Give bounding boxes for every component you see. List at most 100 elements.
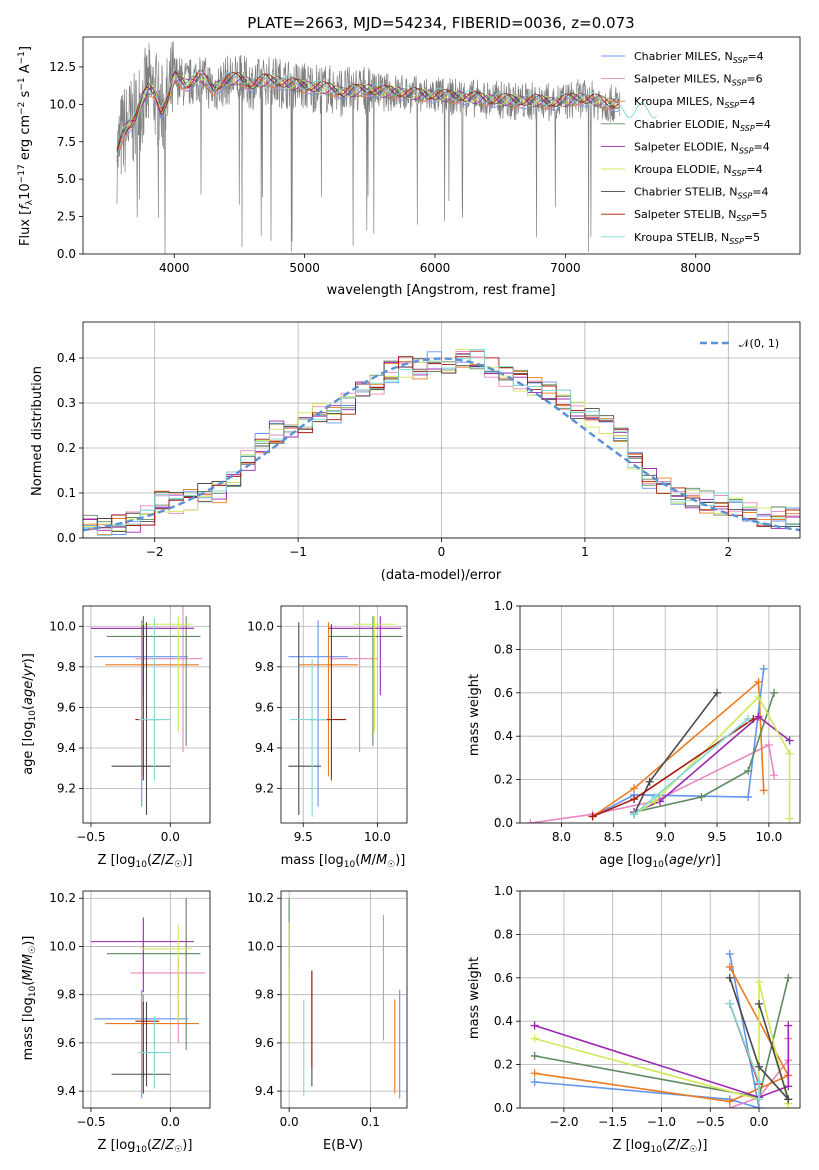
x-tick-label: 8000 — [680, 261, 711, 275]
x-tick-label: 9.0 — [656, 830, 675, 844]
weight-vs-age-panel: 8.0 8.5 9.0 9.5 10.0 0.0 0.2 0.4 0.6 0.8 1.0 — [494, 599, 801, 844]
error-bar — [135, 1001, 160, 1094]
axes-frame — [280, 890, 408, 1109]
weight-marker — [785, 736, 794, 745]
y-tick-label: 1.0 — [494, 599, 513, 613]
weight-age-ylabel: mass weight — [467, 674, 482, 756]
legend-label: Salpeter ELODIE, NSSP=4 — [634, 140, 770, 155]
x-tick-label: 0.1 — [361, 1115, 380, 1129]
error-bar — [135, 624, 160, 781]
model-spectrum — [116, 75, 620, 162]
y-tick-label: 9.4 — [57, 1084, 76, 1098]
legend-label: Salpeter MILES, NSSP=6 — [634, 73, 763, 88]
x-tick-label: −2.0 — [549, 1115, 578, 1129]
x-tick-label: −0.5 — [76, 830, 105, 844]
weight-marker — [759, 786, 768, 795]
plot-area — [530, 949, 793, 1108]
y-tick-label: 0.6 — [494, 686, 513, 700]
x-tick-label: 1 — [581, 545, 589, 559]
y-tick-label: 9.8 — [57, 660, 76, 674]
age-vs-metallicity-panel: −0.5 0.0 9.2 9.4 9.6 9.8 10.0 — [49, 605, 211, 844]
axes-frame — [82, 605, 211, 824]
model-spectrum — [116, 73, 620, 152]
error-bar — [353, 616, 396, 732]
model-spectrum-tail — [617, 102, 657, 119]
legend-label: Kroupa ELODIE, NSSP=4 — [634, 163, 763, 178]
y-tick-label: 9.2 — [57, 782, 76, 796]
error-bar — [138, 1016, 171, 1089]
x-tick-label: 5000 — [289, 261, 320, 275]
weight-line — [534, 953, 760, 1108]
y-tick-label: 9.4 — [255, 1084, 274, 1098]
y-tick-label: 0.4 — [494, 729, 513, 743]
error-bar — [140, 616, 193, 732]
age-vs-mass-panel: 9.5 10.0 9.2 9.4 9.6 9.8 10.0 — [247, 605, 408, 844]
weight-marker — [530, 1077, 539, 1086]
weight-marker — [755, 978, 764, 987]
plot-area — [83, 349, 800, 536]
residual-histogram — [83, 349, 800, 536]
error-bar — [106, 898, 201, 1051]
x-tick-label: −0.5 — [76, 1115, 105, 1129]
y-tick-label: 0.2 — [57, 441, 76, 455]
y-tick-label: 10.0 — [49, 619, 76, 633]
spectrum-panel: PLATE=2663, MJD=54234, FIBERID=0036, z=0… — [17, 14, 801, 298]
legend-label: Kroupa STELIB, NSSP=5 — [634, 231, 760, 246]
error-bar — [90, 917, 195, 993]
weight-marker — [755, 1062, 764, 1071]
error-bar — [289, 658, 327, 817]
spectrum-title: PLATE=2663, MJD=54234, FIBERID=0036, z=0… — [247, 14, 634, 32]
ticks: −2 −1 0 1 2 0.0 0.1 0.2 0.3 0.4 — [57, 351, 732, 559]
grid-lines — [520, 890, 800, 1109]
y-tick-label: 9.8 — [255, 988, 274, 1002]
weight-marker — [755, 999, 764, 1008]
x-tick-label: −1.5 — [598, 1115, 627, 1129]
x-tick-label: 10.0 — [756, 830, 783, 844]
y-tick-label: 0.8 — [494, 642, 513, 656]
x-tick-label: 0.0 — [749, 1115, 768, 1129]
x-tick-label: 2 — [724, 545, 732, 559]
x-tick-label: 0.0 — [161, 1115, 180, 1129]
weight-line — [729, 977, 790, 1100]
error-bar — [106, 616, 201, 746]
ticks: 4000 5000 6000 7000 8000 0.0 2.5 5.0 7.5 10.0 12.5 — [49, 60, 711, 275]
grid-lines — [83, 891, 210, 1108]
legend-label: Chabrier ELODIE, NSSP=4 — [634, 118, 771, 133]
legend-label: Chabrier MILES, NSSP=4 — [634, 50, 764, 65]
weight-marker — [725, 962, 734, 971]
y-tick-label: 9.4 — [255, 741, 274, 755]
y-tick-label: 7.5 — [57, 135, 76, 149]
y-tick-label: 9.6 — [255, 1036, 274, 1050]
weight-marker — [754, 677, 763, 686]
y-tick-label: 10.0 — [49, 939, 76, 953]
y-tick-label: 10.2 — [247, 891, 274, 905]
x-tick-label: 8.5 — [604, 830, 623, 844]
y-tick-label: 5.0 — [57, 172, 76, 186]
plot-area — [116, 41, 657, 254]
weight-marker — [650, 792, 659, 801]
weight-line — [534, 1024, 790, 1099]
x-tick-label: 0.0 — [280, 1115, 299, 1129]
weight-marker — [713, 688, 722, 697]
x-tick-label: −2 — [146, 545, 164, 559]
y-tick-label: 9.6 — [57, 1036, 76, 1050]
weight-marker — [754, 712, 763, 721]
weight-marker — [725, 973, 734, 982]
weight-line — [530, 743, 775, 823]
age-metallicity-ylabel: age [log10(age/yr)] — [21, 653, 38, 775]
y-tick-label: 9.6 — [255, 700, 274, 714]
residual-panel: −2 −1 0 1 2 0.0 0.1 0.2 0.3 0.4 𝒩(0, 1) (data-mode… — [30, 321, 801, 583]
y-tick-label: 10.0 — [247, 939, 274, 953]
x-tick-label: 4000 — [159, 261, 190, 275]
weight-marker — [770, 771, 779, 780]
legend-label: Chabrier STELIB, NSSP=4 — [634, 186, 768, 201]
error-bar — [111, 1001, 171, 1087]
ticks: −2.0 −1.5 −1.0 −0.5 0.0 0.0 0.2 0.4 0.6 0.8 1.0 — [494, 884, 769, 1129]
mass-vs-metallicity-panel: −0.5 0.0 9.4 9.6 9.8 10.0 10.2 — [49, 890, 211, 1129]
mass-metallicity-ylabel: mass [log10(M/M☉)] — [21, 936, 38, 1061]
error-bar — [140, 924, 193, 1022]
weight-marker — [784, 973, 793, 982]
axes-frame — [82, 321, 801, 539]
ticks: 0.0 0.1 9.4 9.6 9.8 10.0 10.2 — [247, 891, 380, 1129]
y-tick-label: 0.3 — [57, 396, 76, 410]
